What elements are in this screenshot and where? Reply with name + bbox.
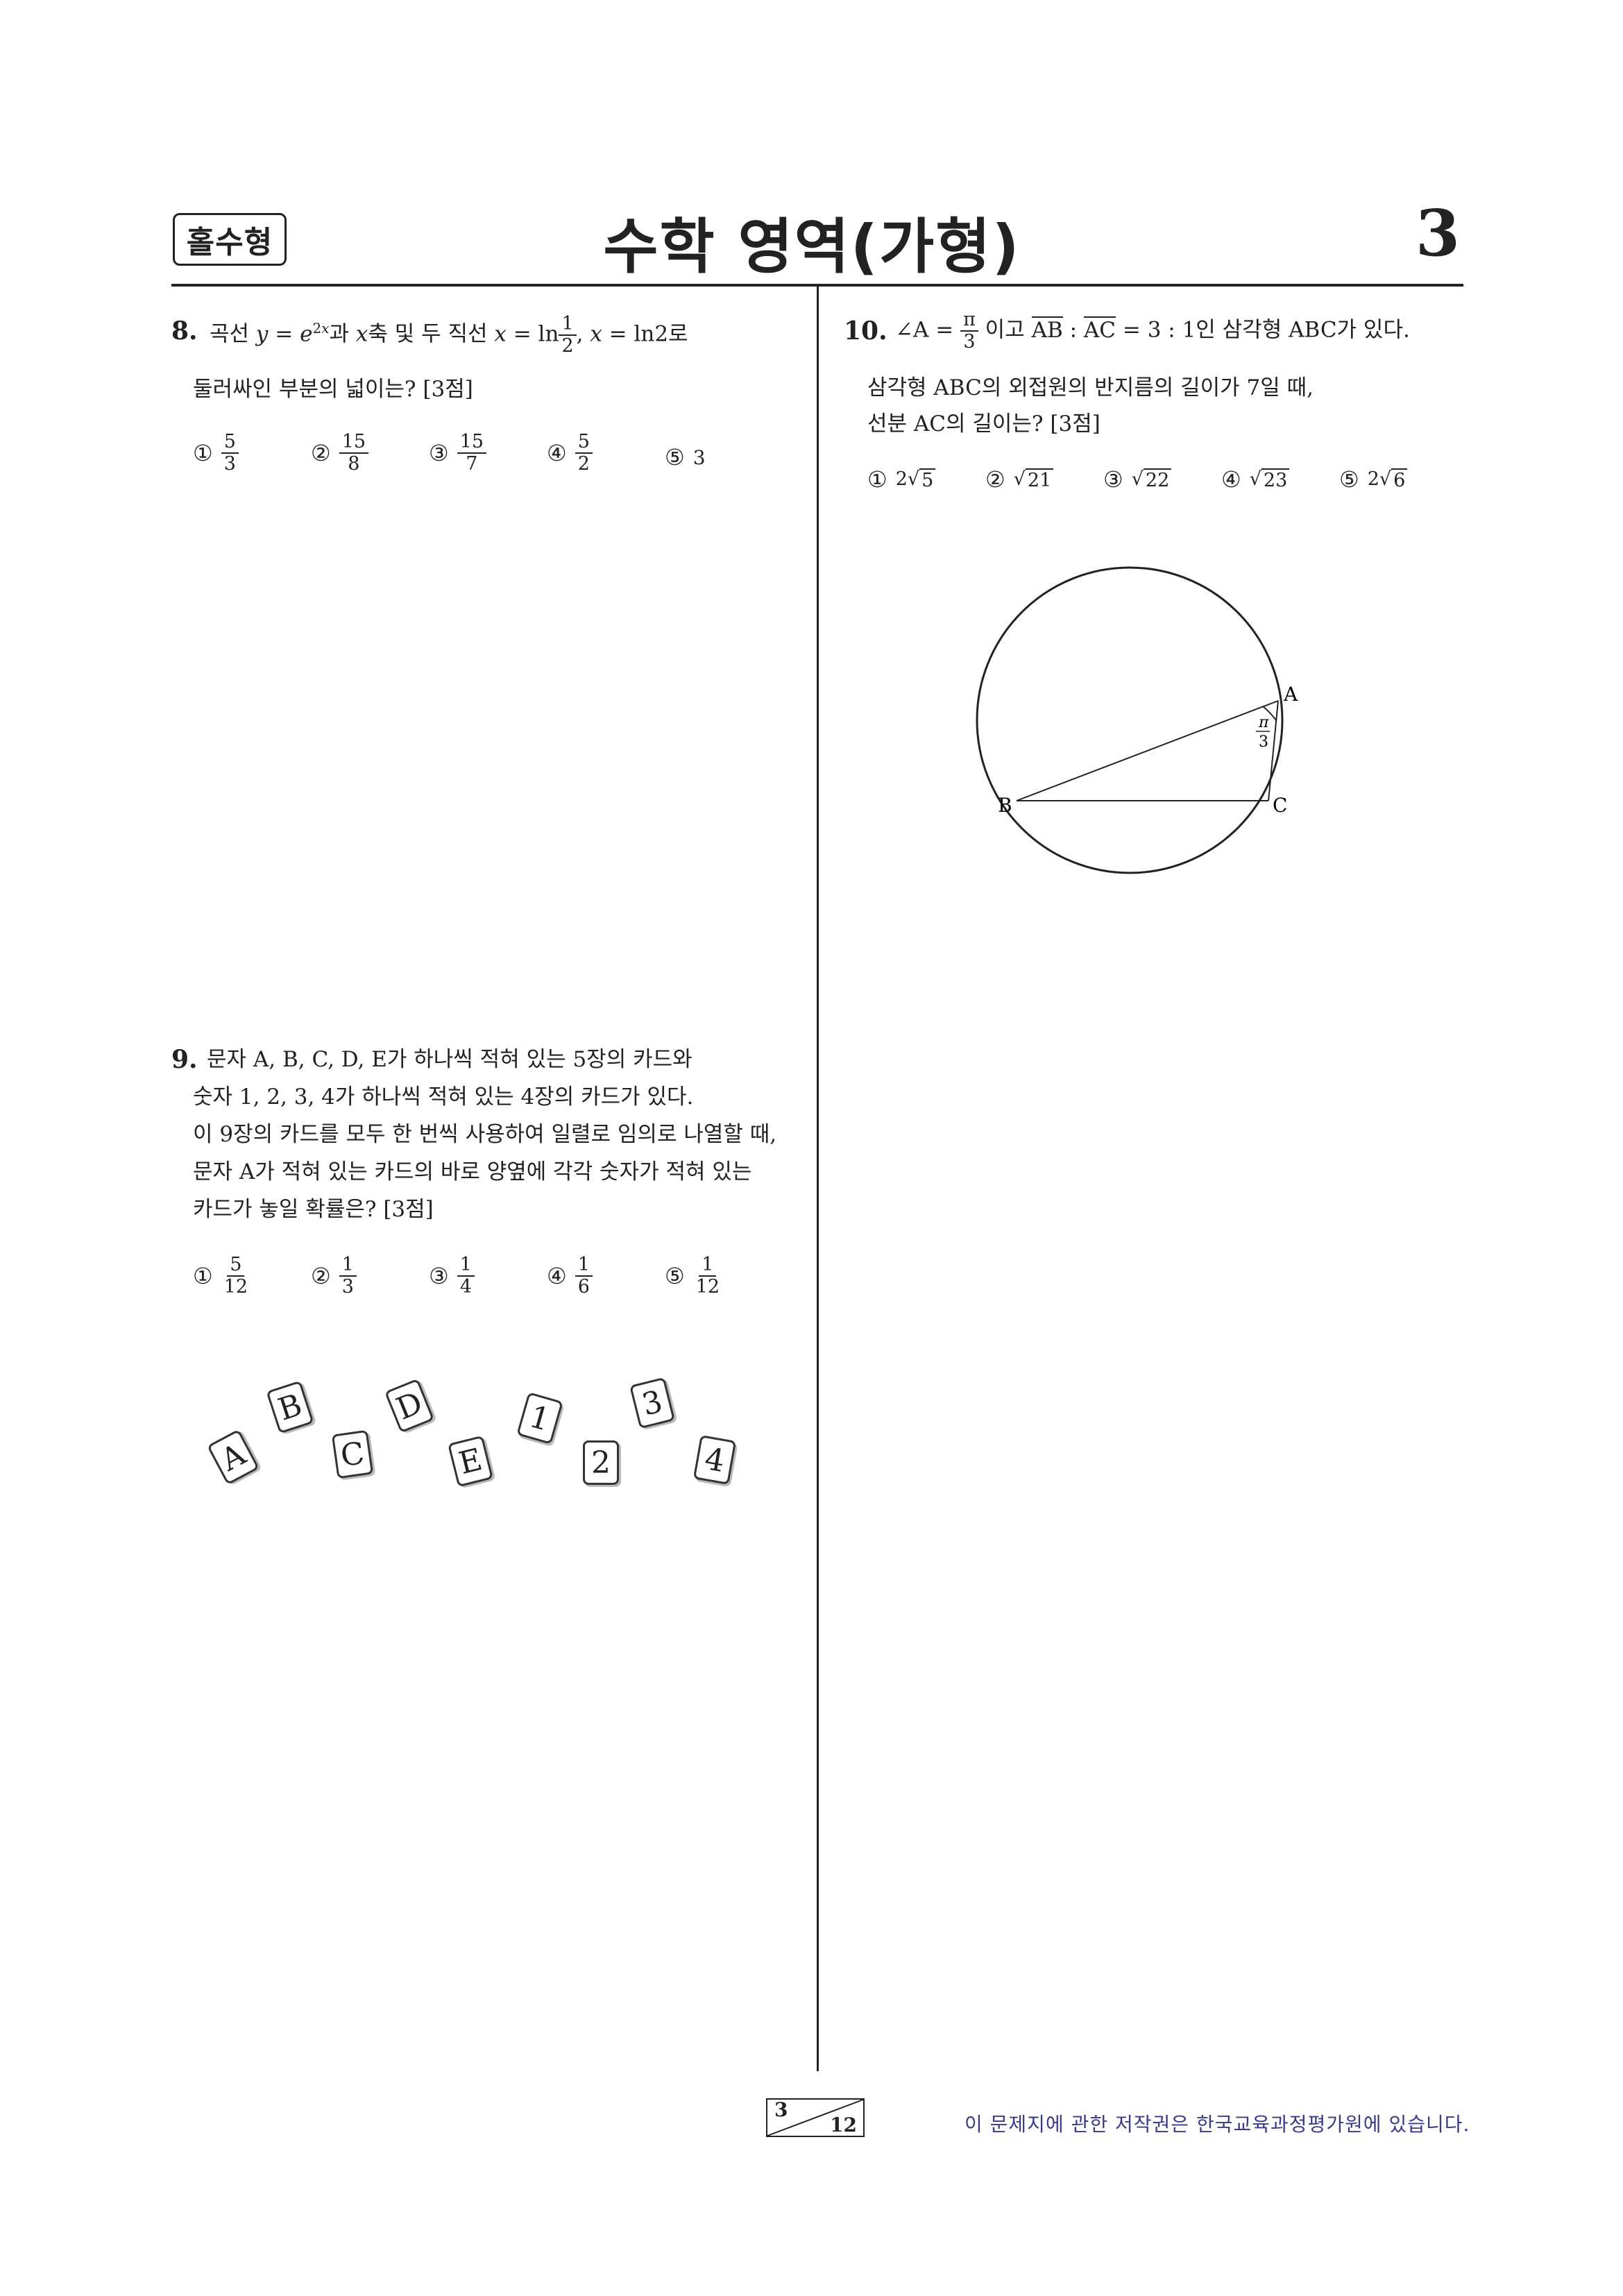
q10-choice-3[interactable]: ③ √ 22 bbox=[1103, 466, 1172, 493]
column-divider bbox=[817, 287, 819, 2071]
current-page: 3 bbox=[774, 2098, 788, 2121]
q10-line2: 삼각형 ABC의 외접원의 반지름의 길이가 7일 때, bbox=[867, 375, 1314, 400]
segment-ac bbox=[1268, 700, 1279, 801]
card-1: 1 bbox=[516, 1392, 563, 1445]
page-counter-box: 3 12 bbox=[766, 2098, 865, 2137]
q10-choice-4[interactable]: ④ √ 23 bbox=[1221, 466, 1290, 493]
card-e: E bbox=[448, 1435, 493, 1488]
card-b: B bbox=[266, 1380, 314, 1434]
label-b: B bbox=[998, 794, 1012, 817]
q8-line2: 둘러싸인 부분의 넓이는? [3점] bbox=[193, 377, 473, 402]
q9-line2: 숫자 1, 2, 3, 4가 하나씩 적혀 있는 4장의 카드가 있다. bbox=[193, 1085, 694, 1109]
q10-choice-5[interactable]: ⑤ 2√ 6 bbox=[1339, 466, 1408, 493]
label-a: A bbox=[1283, 683, 1298, 706]
card-4: 4 bbox=[692, 1434, 737, 1486]
segment-ab bbox=[1016, 700, 1279, 801]
q10-circle-figure: A B C π 3 bbox=[976, 566, 1298, 874]
card-3: 3 bbox=[629, 1377, 675, 1429]
q10-choice-1[interactable]: ① 2√ 5 bbox=[867, 466, 936, 493]
q8-line1: 곡선 y = e2x과 x축 및 두 직선 x = ln 1 2, x = ln2로 bbox=[210, 312, 688, 357]
page-counter-diagonal bbox=[767, 2099, 864, 2136]
q8-choice-3[interactable]: ③ 15 7 bbox=[429, 432, 487, 475]
page-title: 수학 영역(가형) bbox=[603, 212, 1021, 282]
q8-number: 8. bbox=[171, 316, 198, 346]
q9-line3: 이 9장의 카드를 모두 한 번씩 사용하여 일렬로 임의로 나열할 때, bbox=[193, 1122, 777, 1147]
card-2: 2 bbox=[583, 1440, 619, 1485]
q9-line4: 문자 A가 적혀 있는 카드의 바로 양옆에 각각 숫자가 적혀 있는 bbox=[193, 1159, 752, 1184]
total-pages: 12 bbox=[830, 2114, 857, 2136]
angle-label-den: 3 bbox=[1259, 733, 1268, 751]
q10-choice-2[interactable]: ② √ 21 bbox=[985, 466, 1054, 493]
header-rule bbox=[171, 284, 1463, 287]
exam-type-badge: 홀수형 bbox=[173, 213, 287, 266]
angle-label-num: π bbox=[1258, 714, 1269, 731]
card-c: C bbox=[331, 1429, 374, 1479]
q10-number: 10. bbox=[844, 316, 887, 346]
q9-line5: 카드가 놓일 확률은? [3점] bbox=[193, 1197, 434, 1222]
q8-choice-5[interactable]: ⑤ 3 bbox=[665, 444, 706, 470]
q9-choice-1[interactable]: ① 5 12 bbox=[193, 1254, 248, 1298]
q9-choice-5[interactable]: ⑤ 1 12 bbox=[665, 1254, 720, 1298]
circumcircle bbox=[976, 566, 1284, 874]
page-number: 3 bbox=[1416, 196, 1461, 271]
q10-line3: 선분 AC의 길이는? [3점] bbox=[867, 411, 1101, 436]
label-c: C bbox=[1273, 794, 1287, 817]
copyright-notice: 이 문제지에 관한 저작권은 한국교육과정평가원에 있습니다. bbox=[965, 2113, 1470, 2136]
q9-line1: 문자 A, B, C, D, E가 하나씩 적혀 있는 5장의 카드와 bbox=[207, 1047, 692, 1072]
card-d: D bbox=[384, 1378, 435, 1434]
q8-choice-2[interactable]: ② 15 8 bbox=[311, 432, 369, 475]
card-a: A bbox=[207, 1429, 260, 1486]
angle-arc bbox=[1262, 706, 1277, 721]
q9-number: 9. bbox=[171, 1045, 198, 1074]
q8-text: 곡선 bbox=[210, 321, 250, 347]
